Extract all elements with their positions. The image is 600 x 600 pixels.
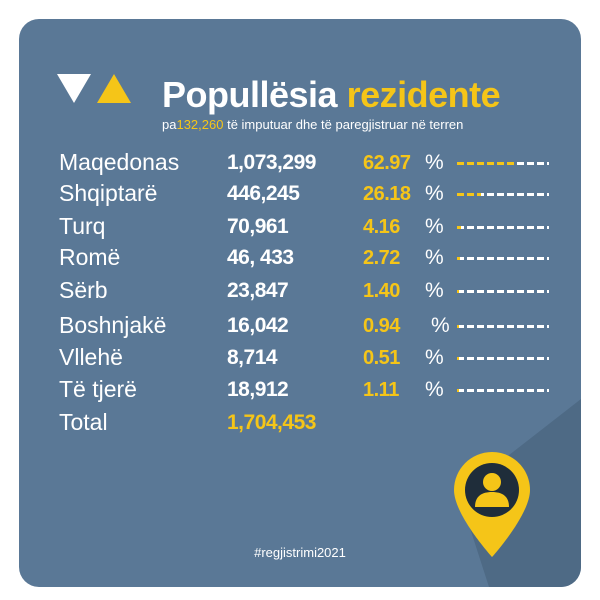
- group-percent: 1.11: [363, 379, 399, 401]
- percent-bar-fill: [457, 325, 459, 328]
- group-name: Romë: [59, 244, 121, 270]
- location-pin-user-icon: [454, 452, 530, 557]
- group-percent: 2.72: [363, 247, 400, 269]
- percent-bar-fill: [457, 357, 459, 360]
- group-name: Turq: [59, 213, 106, 239]
- group-name: Të tjerë: [59, 376, 137, 402]
- table-row: Turq 70,961 4.16 %: [19, 209, 581, 243]
- table-row: Shqiptarë 446,245 26.18 %: [19, 176, 581, 210]
- group-count: 1,073,299: [227, 151, 316, 174]
- title-part-1: Popullësia: [162, 74, 338, 115]
- total-row: Total 1,704,453: [19, 405, 581, 439]
- percent-bar-fill: [457, 257, 460, 260]
- table-row: Romë 46, 433 2.72 %: [19, 240, 581, 274]
- group-name: Vllehë: [59, 344, 123, 370]
- table-row: Boshnjakë 16,042 0.94 %: [19, 308, 581, 342]
- group-count: 16,042: [227, 314, 289, 337]
- group-percent: 62.97: [363, 152, 411, 174]
- table-row: Maqedonas 1,073,299 62.97 %: [19, 145, 581, 179]
- hashtag-text: #regjistrimi2021: [254, 545, 346, 560]
- group-percent: 0.94: [363, 315, 400, 337]
- percent-bar: [457, 325, 549, 328]
- percent-bar: [457, 290, 549, 293]
- group-percent: 4.16: [363, 216, 400, 238]
- subtitle: pa132,260 të imputuar dhe të paregjistru…: [162, 117, 463, 133]
- percent-bar-fill: [457, 162, 515, 165]
- percent-bar: [457, 193, 549, 196]
- group-name: Boshnjakë: [59, 312, 167, 338]
- title-part-2: rezidente: [346, 74, 501, 115]
- percent-sign: %: [425, 151, 444, 174]
- group-count: 23,847: [227, 279, 289, 302]
- triangle-logo-icon: [57, 74, 131, 103]
- subtitle-number: 132,260: [176, 117, 224, 132]
- percent-bar-fill: [457, 290, 459, 293]
- infographic-card: Popullësia rezidente pa132,260 të imputu…: [19, 19, 581, 587]
- subtitle-prefix: pa: [162, 117, 177, 132]
- percent-bar: [457, 389, 549, 392]
- table-row: Të tjerë 18,912 1.11 %: [19, 372, 581, 406]
- table-row: Sërb 23,847 1.40 %: [19, 273, 581, 307]
- group-name: Shqiptarë: [59, 180, 158, 206]
- percent-sign: %: [425, 346, 444, 369]
- percent-bar: [457, 257, 549, 260]
- group-percent: 26.18: [363, 183, 411, 205]
- table-row: Vllehë 8,714 0.51 %: [19, 340, 581, 374]
- percent-sign: %: [425, 182, 444, 205]
- percent-bar-fill: [457, 193, 482, 196]
- total-label: Total: [59, 409, 108, 435]
- group-count: 70,961: [227, 215, 289, 238]
- group-percent: 0.51: [363, 347, 400, 369]
- percent-bar-fill: [457, 389, 459, 392]
- group-count: 46, 433: [227, 246, 294, 269]
- group-name: Maqedonas: [59, 149, 180, 175]
- group-count: 8,714: [227, 346, 278, 369]
- group-count: 446,245: [227, 182, 300, 205]
- percent-sign: %: [431, 314, 450, 337]
- percent-bar: [457, 162, 549, 165]
- percent-sign: %: [425, 279, 444, 302]
- percent-sign: %: [425, 246, 444, 269]
- total-count: 1,704,453: [227, 411, 316, 434]
- page-title: Popullësia rezidente: [162, 74, 501, 115]
- percent-sign: %: [425, 215, 444, 238]
- population-table: Maqedonas 1,073,299 62.97 % Shqiptarë 44…: [19, 19, 581, 587]
- group-count: 18,912: [227, 378, 289, 401]
- percent-bar: [457, 226, 549, 229]
- group-name: Sërb: [59, 277, 108, 303]
- group-percent: 1.40: [363, 280, 400, 302]
- subtitle-suffix: të imputuar dhe të paregjistruar në terr…: [223, 117, 464, 132]
- percent-bar: [457, 357, 549, 360]
- percent-bar-fill: [457, 226, 461, 229]
- percent-sign: %: [425, 378, 444, 401]
